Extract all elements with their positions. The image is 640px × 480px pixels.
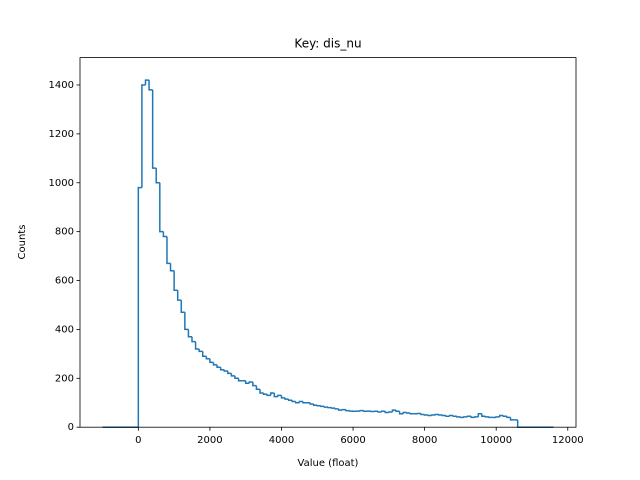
x-axis-label: Value (float) <box>298 458 359 469</box>
histogram-step <box>466 415 472 417</box>
axes-frame <box>79 57 577 428</box>
histogram-step <box>470 416 475 419</box>
histogram-step <box>402 411 407 414</box>
histogram-step <box>445 415 450 417</box>
histogram-step <box>320 405 325 408</box>
histogram-step <box>284 397 289 400</box>
histogram-step <box>295 401 300 404</box>
y-tick-label: 1200 <box>49 129 74 140</box>
histogram-step <box>227 370 232 375</box>
histogram-step <box>506 416 511 419</box>
histogram-step <box>277 394 282 397</box>
histogram-step <box>409 413 414 415</box>
histogram-step <box>280 395 286 399</box>
histogram-step <box>216 364 221 369</box>
histogram-step <box>291 400 296 403</box>
histogram-step <box>180 300 185 314</box>
histogram-step <box>166 236 171 265</box>
histogram-step <box>205 356 210 360</box>
y-tick-label: 600 <box>55 276 74 287</box>
histogram-step <box>187 329 193 338</box>
y-axis-label: Counts <box>17 225 28 260</box>
histogram-step <box>481 413 486 417</box>
histogram-step <box>173 270 178 292</box>
histogram-step <box>262 392 268 395</box>
y-tick-label: 200 <box>55 373 74 384</box>
histogram-step <box>477 413 482 417</box>
histogram-step <box>151 89 157 169</box>
histogram-step <box>155 168 160 184</box>
histogram-step <box>484 416 490 418</box>
histogram-step <box>302 401 307 404</box>
histogram-step <box>244 380 250 384</box>
histogram-step <box>363 410 368 413</box>
histogram-step <box>137 186 142 428</box>
histogram-step <box>273 392 278 398</box>
histogram-step <box>184 312 189 331</box>
histogram-step <box>398 411 404 415</box>
histogram-step <box>456 416 461 418</box>
x-tick-label: 2000 <box>197 435 222 446</box>
histogram-step <box>377 411 382 413</box>
histogram-step <box>194 341 200 350</box>
histogram-step <box>201 351 207 358</box>
histogram-step <box>212 362 218 366</box>
histogram-step <box>502 415 507 417</box>
histogram-step <box>448 414 454 417</box>
histogram-step <box>198 348 203 353</box>
histogram-step <box>384 411 389 414</box>
histogram-step <box>269 392 275 396</box>
histogram-step <box>252 381 257 387</box>
histogram-step <box>380 410 386 413</box>
histogram-step <box>287 399 293 402</box>
histogram-step <box>323 406 328 408</box>
y-tick-label: 800 <box>55 227 74 238</box>
y-tick-label: 1000 <box>49 178 74 189</box>
x-tick-label: 4000 <box>269 435 294 446</box>
histogram-step <box>337 408 343 411</box>
histogram-step <box>162 231 167 238</box>
histogram-step <box>148 80 153 91</box>
histogram-step <box>259 389 264 394</box>
x-tick-label: 8000 <box>412 435 437 446</box>
y-tick-label: 1400 <box>49 80 74 91</box>
histogram-step <box>298 400 303 403</box>
histogram-step <box>248 381 253 384</box>
histogram-step <box>309 402 314 405</box>
histogram-step <box>312 403 318 406</box>
histogram-step <box>223 369 228 372</box>
y-tick-label: 0 <box>68 422 74 433</box>
x-tick-label: 0 <box>135 435 141 446</box>
histogram-step <box>266 394 271 397</box>
x-tick-label: 12000 <box>552 435 584 446</box>
histogram-step <box>345 409 350 412</box>
y-tick-label: 400 <box>55 324 74 335</box>
histogram-step <box>391 409 396 413</box>
x-tick-label: 10000 <box>480 435 512 446</box>
histogram-step <box>395 410 400 413</box>
histogram-step <box>209 358 214 364</box>
histogram-step <box>420 413 425 416</box>
histogram-step <box>169 263 175 272</box>
histogram-step <box>509 417 515 421</box>
histogram-step <box>144 79 150 85</box>
histogram-step <box>230 373 235 377</box>
histogram-step <box>237 378 243 382</box>
histogram-step <box>334 408 339 410</box>
histogram-step <box>191 336 196 343</box>
histogram-step <box>255 385 261 391</box>
histogram-step <box>176 290 182 301</box>
histogram-step <box>219 367 225 371</box>
histogram-step <box>452 415 457 417</box>
histogram-step <box>234 375 239 380</box>
histogram-step <box>499 414 504 417</box>
histogram-step <box>159 182 164 233</box>
x-tick-label: 6000 <box>340 435 365 446</box>
chart-title: Key: dis_nu <box>294 37 361 51</box>
histogram-step <box>141 84 146 188</box>
